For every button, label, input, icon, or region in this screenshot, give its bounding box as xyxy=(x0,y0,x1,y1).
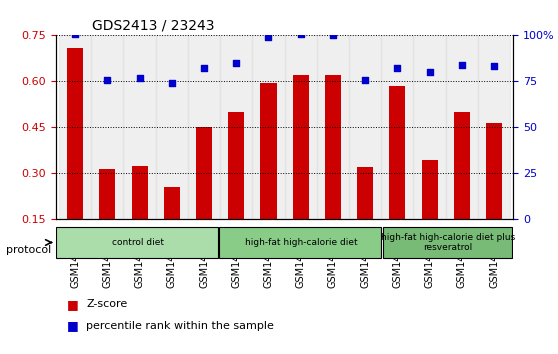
Bar xyxy=(381,35,413,219)
Text: percentile rank within the sample: percentile rank within the sample xyxy=(86,321,275,331)
Bar xyxy=(349,35,381,219)
Point xyxy=(458,62,466,67)
Bar xyxy=(454,112,470,219)
Text: high-fat high-calorie diet plus
resveratrol: high-fat high-calorie diet plus resverat… xyxy=(381,233,515,252)
Point xyxy=(296,31,305,37)
Text: GDS2413 / 23243: GDS2413 / 23243 xyxy=(93,19,215,33)
FancyBboxPatch shape xyxy=(219,227,381,258)
Bar xyxy=(413,35,446,219)
Text: Z-score: Z-score xyxy=(86,299,128,309)
Bar xyxy=(478,35,510,219)
Bar xyxy=(99,169,116,219)
Bar xyxy=(421,160,437,219)
Point xyxy=(393,65,402,70)
Text: ■: ■ xyxy=(67,319,79,332)
Bar xyxy=(59,35,92,219)
Point xyxy=(200,65,209,70)
Bar xyxy=(389,86,406,219)
Point xyxy=(329,33,338,38)
Bar xyxy=(123,35,156,219)
Bar xyxy=(220,35,252,219)
Bar xyxy=(156,35,188,219)
Bar xyxy=(285,35,317,219)
Bar xyxy=(292,75,309,219)
Text: protocol: protocol xyxy=(6,245,51,255)
Text: control diet: control diet xyxy=(112,238,163,247)
Point xyxy=(232,60,240,66)
Point xyxy=(489,63,498,69)
Bar xyxy=(325,75,341,219)
Bar xyxy=(252,35,285,219)
Point xyxy=(264,34,273,40)
Point xyxy=(103,77,112,83)
Bar xyxy=(317,35,349,219)
Point xyxy=(167,80,176,86)
Bar xyxy=(261,83,277,219)
Bar xyxy=(163,187,180,219)
FancyBboxPatch shape xyxy=(56,227,218,258)
Text: high-fat high-calorie diet: high-fat high-calorie diet xyxy=(244,238,357,247)
Bar xyxy=(92,35,123,219)
Bar xyxy=(188,35,220,219)
Bar xyxy=(357,167,373,219)
Bar xyxy=(228,112,244,219)
Point xyxy=(135,75,144,81)
Bar xyxy=(196,127,212,219)
Point xyxy=(71,31,80,37)
Point xyxy=(360,77,369,83)
Point xyxy=(425,69,434,75)
FancyBboxPatch shape xyxy=(383,227,512,258)
Bar xyxy=(132,166,148,219)
Bar xyxy=(67,48,83,219)
Bar xyxy=(486,123,502,219)
Text: ■: ■ xyxy=(67,298,79,311)
Bar xyxy=(446,35,478,219)
